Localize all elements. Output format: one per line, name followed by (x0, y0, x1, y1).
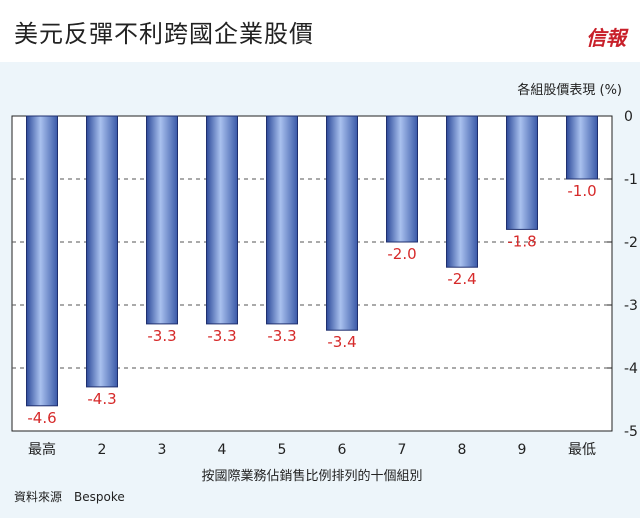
bars (26, 115, 598, 407)
data-label: -1.8 (507, 232, 536, 250)
x-tick-label: 2 (98, 442, 107, 458)
x-tick-label: 3 (158, 442, 167, 458)
x-axis-label: 按國際業務佔銷售比例排列的十個組別 (201, 468, 422, 484)
y-axis-ticks: 0 -1 -2 -3 -4 -5 (607, 109, 638, 440)
x-tick-label: 9 (518, 442, 527, 458)
data-label: -3.3 (207, 327, 236, 345)
bar (26, 115, 58, 407)
x-tick-label: 7 (398, 442, 407, 458)
newspaper-logo: 信報 (586, 26, 626, 50)
bar (506, 115, 538, 230)
bar (446, 115, 478, 268)
data-label: -4.3 (87, 390, 116, 408)
bar (266, 115, 298, 325)
data-label: -3.4 (327, 333, 356, 351)
x-tick-label: 最低 (568, 442, 596, 458)
x-tick-label: 6 (338, 442, 347, 458)
x-tick-label: 5 (278, 442, 287, 458)
header: 美元反彈不利跨國企業股價 信報 (0, 0, 640, 62)
x-tick-label: 4 (218, 442, 227, 458)
data-label: -2.0 (387, 245, 416, 263)
y-tick-label: -4 (624, 361, 638, 377)
data-label: -3.3 (147, 327, 176, 345)
bar (206, 115, 238, 325)
x-tick-label: 最高 (28, 441, 56, 458)
y-tick-label: -3 (624, 298, 638, 314)
data-labels: -4.6 -4.3 -3.3 -3.3 -3.3 -3.4 -2.0 -2.4 -1.8 -1.0 (27, 182, 596, 427)
y-tick-label: -2 (624, 235, 638, 251)
y-tick-label: 0 (624, 109, 633, 125)
bar (326, 115, 358, 331)
data-label: -2.4 (447, 270, 476, 288)
y-tick-label: -1 (624, 172, 638, 188)
x-axis-ticks: 最高 2 3 4 5 6 7 8 9 最低 (28, 441, 596, 458)
bar (386, 115, 418, 243)
data-label: -4.6 (27, 409, 56, 427)
data-label: -1.0 (567, 182, 596, 200)
source-note: 資料來源 Bespoke (14, 490, 125, 504)
x-tick-label: 8 (458, 442, 467, 458)
y-axis-label: 各組股價表現 (%) (517, 82, 622, 98)
bar (86, 115, 118, 388)
page-title: 美元反彈不利跨國企業股價 (14, 20, 314, 48)
bar (566, 115, 598, 180)
y-tick-label: -5 (624, 424, 638, 440)
bar (146, 115, 178, 325)
data-label: -3.3 (267, 327, 296, 345)
